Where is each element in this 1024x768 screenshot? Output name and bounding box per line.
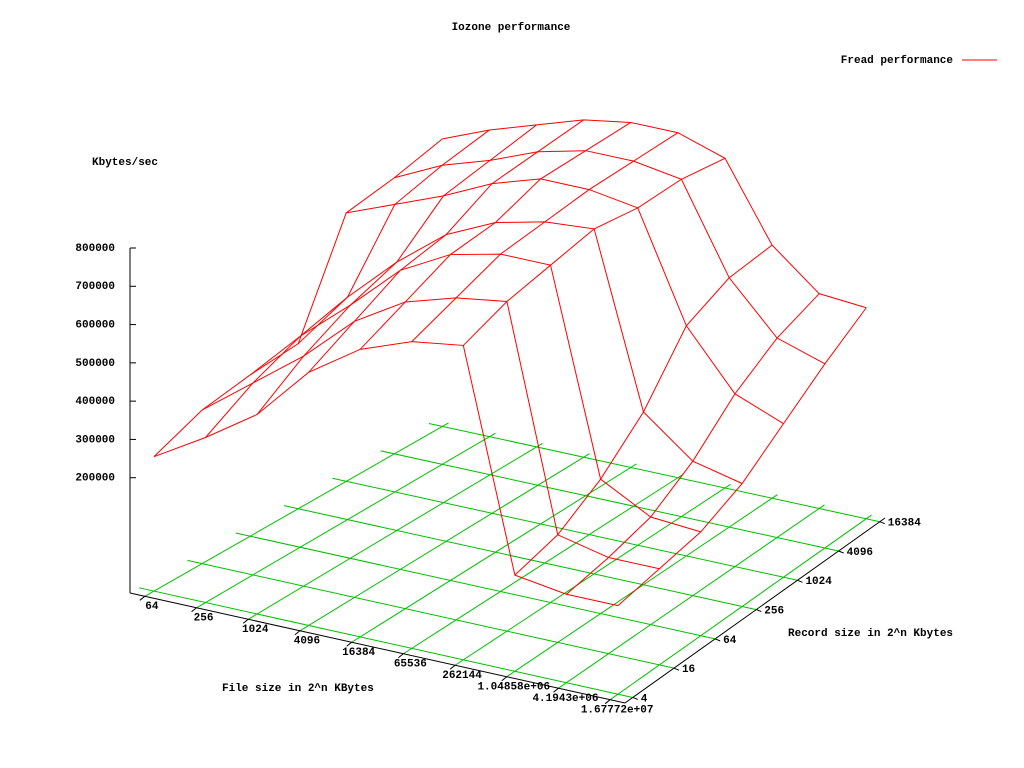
grid-line bbox=[403, 473, 684, 655]
surface-column bbox=[411, 132, 679, 342]
grid-line bbox=[332, 477, 798, 581]
y-tick-label: 16 bbox=[682, 664, 695, 676]
grid-line bbox=[235, 532, 716, 640]
grid-line bbox=[506, 494, 778, 678]
z-tick-label: 500000 bbox=[75, 358, 115, 370]
surface-row bbox=[249, 253, 701, 533]
surface-column bbox=[617, 307, 867, 607]
surface-row bbox=[346, 178, 784, 425]
y-tick bbox=[632, 696, 638, 700]
x-tick-label: 65536 bbox=[394, 659, 427, 671]
z-tick-label: 700000 bbox=[75, 281, 115, 293]
x-tick bbox=[553, 687, 559, 693]
x-tick-label: 4.1943e+06 bbox=[532, 693, 598, 705]
x-tick-label: 4096 bbox=[294, 636, 320, 648]
x-axis-label: File size in 2^n KBytes bbox=[222, 683, 374, 695]
x-tick bbox=[501, 676, 508, 682]
z-tick-label: 600000 bbox=[75, 319, 115, 331]
surface-column bbox=[256, 124, 537, 415]
x-tick bbox=[346, 641, 352, 647]
z-tick-label: 400000 bbox=[75, 396, 115, 408]
z-tick-label: 800000 bbox=[75, 243, 115, 255]
surface-row bbox=[153, 341, 619, 607]
grid-line bbox=[299, 453, 590, 632]
surface-column bbox=[566, 293, 820, 595]
y-tick bbox=[673, 667, 680, 671]
surface-row bbox=[297, 221, 743, 484]
y-tick bbox=[879, 521, 885, 525]
grid-line bbox=[196, 432, 496, 609]
surface-column bbox=[514, 244, 773, 576]
x-axis bbox=[129, 592, 626, 704]
surface-row bbox=[442, 119, 867, 309]
legend-label: Fread performance bbox=[841, 55, 954, 67]
surface-column bbox=[308, 119, 584, 373]
z-axis-label: Kbytes/sec bbox=[92, 157, 158, 169]
x-tick bbox=[604, 699, 611, 705]
grid-line bbox=[558, 504, 825, 689]
y-tick-label: 4096 bbox=[847, 547, 873, 559]
x-tick-label: 256 bbox=[194, 613, 214, 625]
y-tick bbox=[756, 609, 762, 613]
x-tick-label: 1024 bbox=[242, 624, 269, 636]
x-tick bbox=[191, 607, 197, 613]
y-tick bbox=[838, 550, 844, 554]
y-tick-label: 64 bbox=[723, 635, 737, 647]
surface-column bbox=[359, 122, 632, 350]
grid-line bbox=[187, 559, 675, 669]
grid-line bbox=[144, 422, 449, 597]
grid-line bbox=[428, 422, 880, 523]
y-tick-label: 4 bbox=[641, 693, 648, 705]
x-tick-label: 16384 bbox=[342, 647, 375, 659]
z-tick-label: 200000 bbox=[75, 473, 115, 485]
surface-column bbox=[153, 138, 443, 458]
y-axis bbox=[624, 517, 886, 704]
y-tick-label: 256 bbox=[764, 605, 784, 617]
surface-column bbox=[205, 129, 490, 438]
grid-line bbox=[380, 450, 839, 552]
x-tick bbox=[294, 630, 301, 636]
x-tick bbox=[449, 664, 456, 670]
y-tick bbox=[797, 579, 803, 583]
x-tick bbox=[242, 618, 249, 624]
y-tick-label: 1024 bbox=[805, 576, 832, 588]
x-tick-label: 262144 bbox=[442, 670, 482, 682]
grid-line bbox=[247, 442, 543, 620]
grid-line bbox=[454, 483, 731, 666]
y-tick-label: 16384 bbox=[888, 518, 921, 530]
y-tick bbox=[714, 638, 721, 642]
x-tick bbox=[139, 595, 146, 601]
x-tick-label: 1.04858e+06 bbox=[477, 682, 550, 694]
surface-row bbox=[201, 297, 660, 570]
grid-line bbox=[609, 514, 872, 701]
surface-column bbox=[462, 157, 726, 346]
x-tick-label: 64 bbox=[145, 601, 159, 613]
grid-line bbox=[283, 505, 757, 611]
surface-row bbox=[394, 150, 826, 365]
z-tick-label: 300000 bbox=[75, 434, 115, 446]
grid-line bbox=[139, 587, 633, 698]
x-tick-label: 1.67772e+07 bbox=[581, 705, 654, 717]
y-axis-label: Record size in 2^n Kbytes bbox=[788, 628, 953, 640]
x-tick bbox=[398, 653, 404, 659]
chart-title: Iozone performance bbox=[452, 22, 571, 34]
